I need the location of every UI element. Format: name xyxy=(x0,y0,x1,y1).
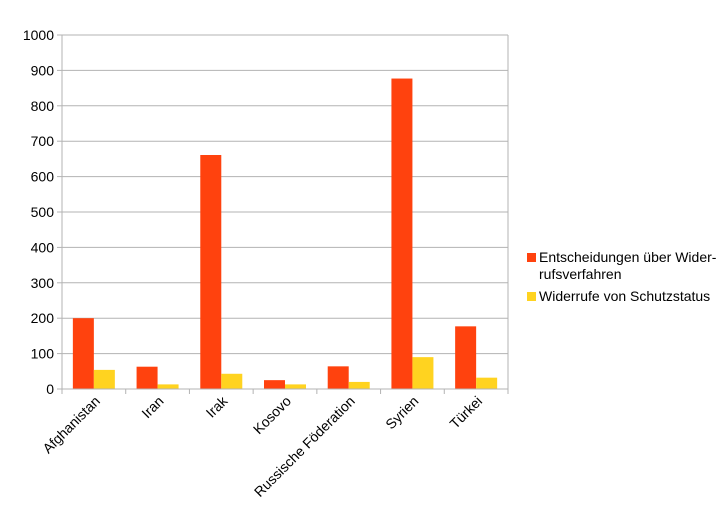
bar-entscheidungen xyxy=(327,366,349,389)
y-tick-label: 700 xyxy=(31,133,55,149)
legend-item: Widerrufe von Schutzstatus xyxy=(527,288,725,305)
legend-swatch xyxy=(527,292,536,301)
legend-swatch xyxy=(527,253,536,262)
gridlines xyxy=(57,34,509,390)
bar-entscheidungen xyxy=(455,326,477,389)
legend-label: Widerrufe von Schutzstatus xyxy=(539,288,711,304)
bar-widerrufe xyxy=(221,373,243,389)
x-tick-label: Irak xyxy=(203,392,232,421)
bar-widerrufe xyxy=(476,377,498,389)
legend-label: Entscheidungen über Wider- xyxy=(539,249,717,265)
bar-entscheidungen xyxy=(72,318,94,389)
bars xyxy=(72,78,498,390)
y-tick-label: 100 xyxy=(31,346,55,362)
bar-entscheidungen xyxy=(391,78,413,390)
y-tick-label: 0 xyxy=(46,381,54,397)
y-tick-label: 300 xyxy=(31,275,55,291)
bar-widerrufe xyxy=(412,357,434,389)
x-tick-label: Syrien xyxy=(382,393,421,432)
x-tick-label: Afghanistan xyxy=(39,393,103,457)
legend-item: Entscheidungen über Wider-rufsverfahren xyxy=(527,249,725,283)
y-tick-label: 1000 xyxy=(23,27,54,43)
bar-widerrufe xyxy=(285,384,306,389)
y-tick-label: 200 xyxy=(31,310,55,326)
bar-entscheidungen xyxy=(136,366,158,389)
axes xyxy=(61,35,509,394)
y-axis-tick-labels: 0 100 200 300 400 500 600 700 800 900 1000 xyxy=(23,27,54,397)
bar-widerrufe xyxy=(93,369,115,389)
bar-widerrufe xyxy=(157,384,179,389)
y-tick-label: 900 xyxy=(31,62,55,78)
y-tick-label: 500 xyxy=(31,204,55,220)
x-tick-label: Iran xyxy=(138,393,166,421)
legend: Entscheidungen über Wider-rufsverfahren W… xyxy=(527,249,725,310)
legend-label: rufsverfahren xyxy=(539,266,622,282)
x-tick-label: Kosovo xyxy=(250,393,294,437)
y-tick-label: 600 xyxy=(31,169,55,185)
bar-entscheidungen xyxy=(264,380,285,389)
x-tick-label: Türkei xyxy=(446,393,485,432)
y-tick-label: 400 xyxy=(31,239,55,255)
y-tick-label: 800 xyxy=(31,98,55,114)
bar-entscheidungen xyxy=(200,155,222,389)
bar-widerrufe xyxy=(348,381,370,389)
